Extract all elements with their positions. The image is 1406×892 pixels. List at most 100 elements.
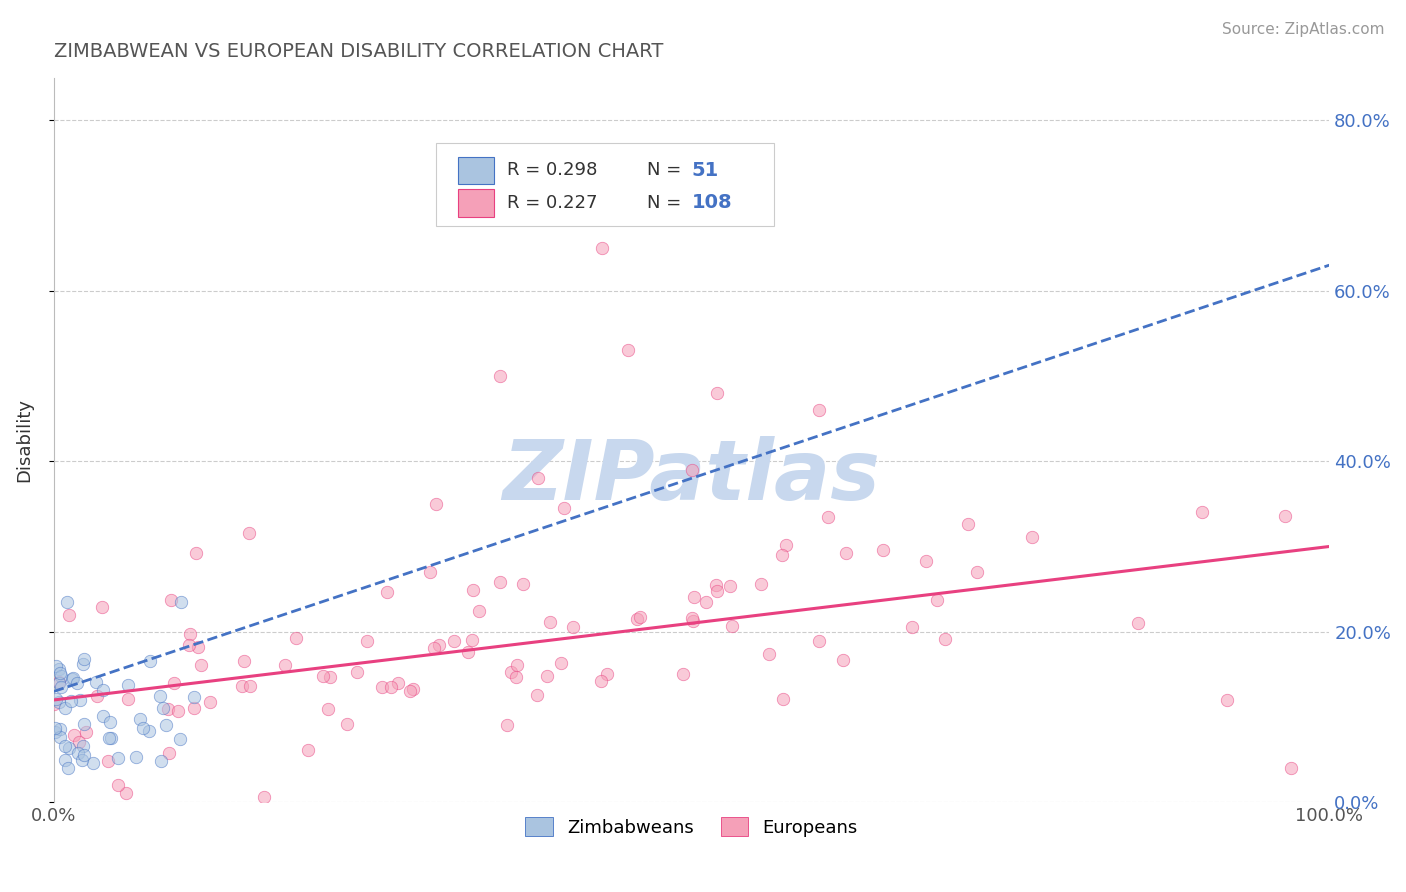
Point <box>371 680 394 694</box>
Point <box>66 746 89 760</box>
Point <box>138 724 160 739</box>
Point <box>162 675 184 690</box>
Point <box>107 751 129 765</box>
Point <box>1191 505 1213 519</box>
Legend: Zimbabweans, Europeans: Zimbabweans, Europeans <box>519 810 865 844</box>
Point <box>179 638 201 652</box>
Point <box>758 648 780 662</box>
Point <box>402 681 425 696</box>
Point <box>1021 530 1043 544</box>
Point <box>114 786 136 800</box>
Point <box>596 666 619 681</box>
Point <box>82 756 104 771</box>
Point <box>49 722 72 736</box>
Point <box>274 657 297 672</box>
Point <box>117 692 139 706</box>
Point <box>461 582 484 597</box>
Point <box>62 671 84 685</box>
Point <box>98 731 121 745</box>
Point <box>467 604 489 618</box>
FancyBboxPatch shape <box>458 157 494 184</box>
Point <box>706 386 728 401</box>
Point <box>100 731 122 745</box>
Point <box>97 754 120 768</box>
Point <box>148 689 170 703</box>
Point <box>44 698 66 712</box>
Point <box>58 760 80 774</box>
Point <box>589 674 612 689</box>
Point <box>744 173 766 187</box>
Point <box>718 578 741 592</box>
Point <box>55 595 77 609</box>
Point <box>167 704 190 718</box>
Point <box>160 592 183 607</box>
Point <box>706 578 728 592</box>
Point <box>488 574 510 589</box>
Point <box>53 739 76 753</box>
Point <box>253 789 276 804</box>
Point <box>49 730 72 744</box>
Point <box>183 690 205 704</box>
Point <box>695 595 717 609</box>
Point <box>60 694 83 708</box>
Point <box>117 678 139 692</box>
Point <box>681 463 703 477</box>
Point <box>561 620 583 634</box>
Text: 108: 108 <box>692 194 733 212</box>
Point <box>706 583 728 598</box>
Point <box>527 471 550 485</box>
Text: ZIPatlas: ZIPatlas <box>502 435 880 516</box>
Point <box>51 669 73 683</box>
Point <box>75 724 97 739</box>
Point <box>316 702 339 716</box>
Point <box>720 619 742 633</box>
Point <box>457 645 479 659</box>
Point <box>49 681 72 695</box>
Point <box>107 778 129 792</box>
Y-axis label: Disability: Disability <box>15 398 32 482</box>
Point <box>58 740 80 755</box>
Point <box>425 497 447 511</box>
Point <box>72 739 94 754</box>
Text: N =: N = <box>647 161 681 179</box>
Point <box>808 403 831 417</box>
Point <box>44 722 66 736</box>
Point <box>48 695 70 709</box>
Point <box>84 675 107 690</box>
Point <box>239 679 262 693</box>
Point <box>170 595 193 609</box>
Point <box>152 701 174 715</box>
Point <box>73 652 96 666</box>
Point <box>91 682 114 697</box>
Point <box>58 607 80 622</box>
Point <box>772 691 794 706</box>
Point <box>139 654 162 668</box>
Point <box>1274 509 1296 524</box>
Point <box>749 577 772 591</box>
Point <box>55 701 77 715</box>
Point <box>73 748 96 763</box>
Point <box>536 669 558 683</box>
Point <box>422 640 444 655</box>
Point <box>628 609 651 624</box>
Point <box>957 516 980 531</box>
Text: Source: ZipAtlas.com: Source: ZipAtlas.com <box>1222 22 1385 37</box>
Point <box>155 718 177 732</box>
Point <box>53 753 76 767</box>
Point <box>550 657 572 671</box>
Point <box>156 702 179 716</box>
Point <box>48 675 70 690</box>
Point <box>682 615 704 629</box>
Point <box>150 754 173 768</box>
Point <box>45 659 67 673</box>
Point <box>489 369 512 384</box>
Text: R = 0.298: R = 0.298 <box>506 161 598 179</box>
Point <box>419 565 441 579</box>
Point <box>356 634 378 648</box>
Point <box>496 718 519 732</box>
Point <box>682 590 704 604</box>
Text: ZIMBABWEAN VS EUROPEAN DISABILITY CORRELATION CHART: ZIMBABWEAN VS EUROPEAN DISABILITY CORREL… <box>53 42 664 61</box>
Point <box>91 708 114 723</box>
Point <box>69 692 91 706</box>
Point <box>770 548 793 562</box>
